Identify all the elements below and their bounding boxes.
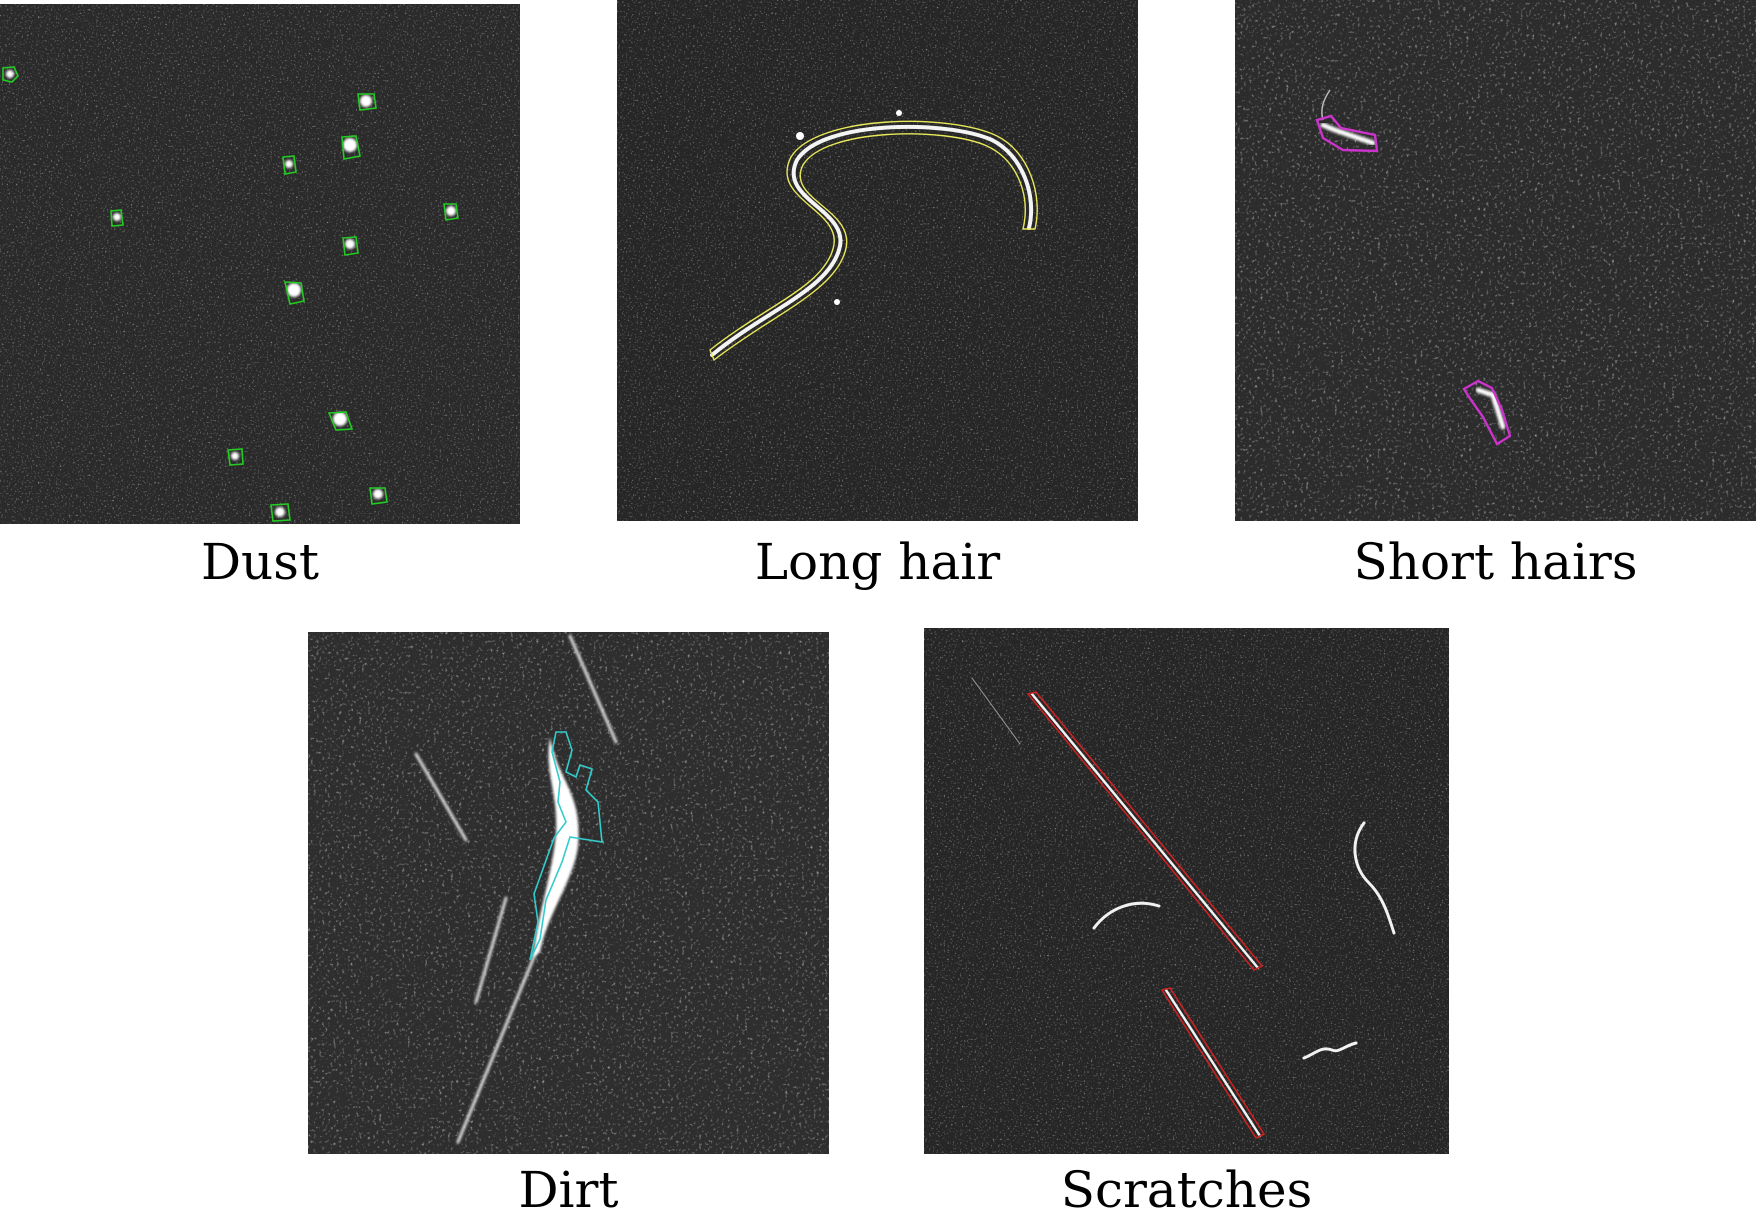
scratches-image [924,628,1449,1154]
dust-image-canvas [0,4,520,524]
long-hair-caption: Long hair [754,533,1001,591]
dirt-image [308,632,829,1154]
short-hairs-outlines [1315,114,1512,446]
dust-image [0,4,520,524]
long-hair-image [617,0,1138,521]
long-hair-image-canvas [617,0,1138,521]
dust-outlines [2,66,459,522]
scratches-outlines [1026,691,1266,1140]
short-hairs-caption: Short hairs [1353,533,1638,591]
scratches-caption: Scratches [1060,1161,1313,1219]
short-hairs-image [1235,0,1756,521]
dust-caption: Dust [200,533,320,591]
dirt-image-canvas [308,632,829,1154]
scratches-image-canvas [924,628,1449,1154]
long-hair-outline [709,120,1038,362]
dirt-caption: Dirt [518,1161,619,1219]
dirt-outline [529,731,603,961]
short-hairs-image-canvas [1235,0,1756,521]
